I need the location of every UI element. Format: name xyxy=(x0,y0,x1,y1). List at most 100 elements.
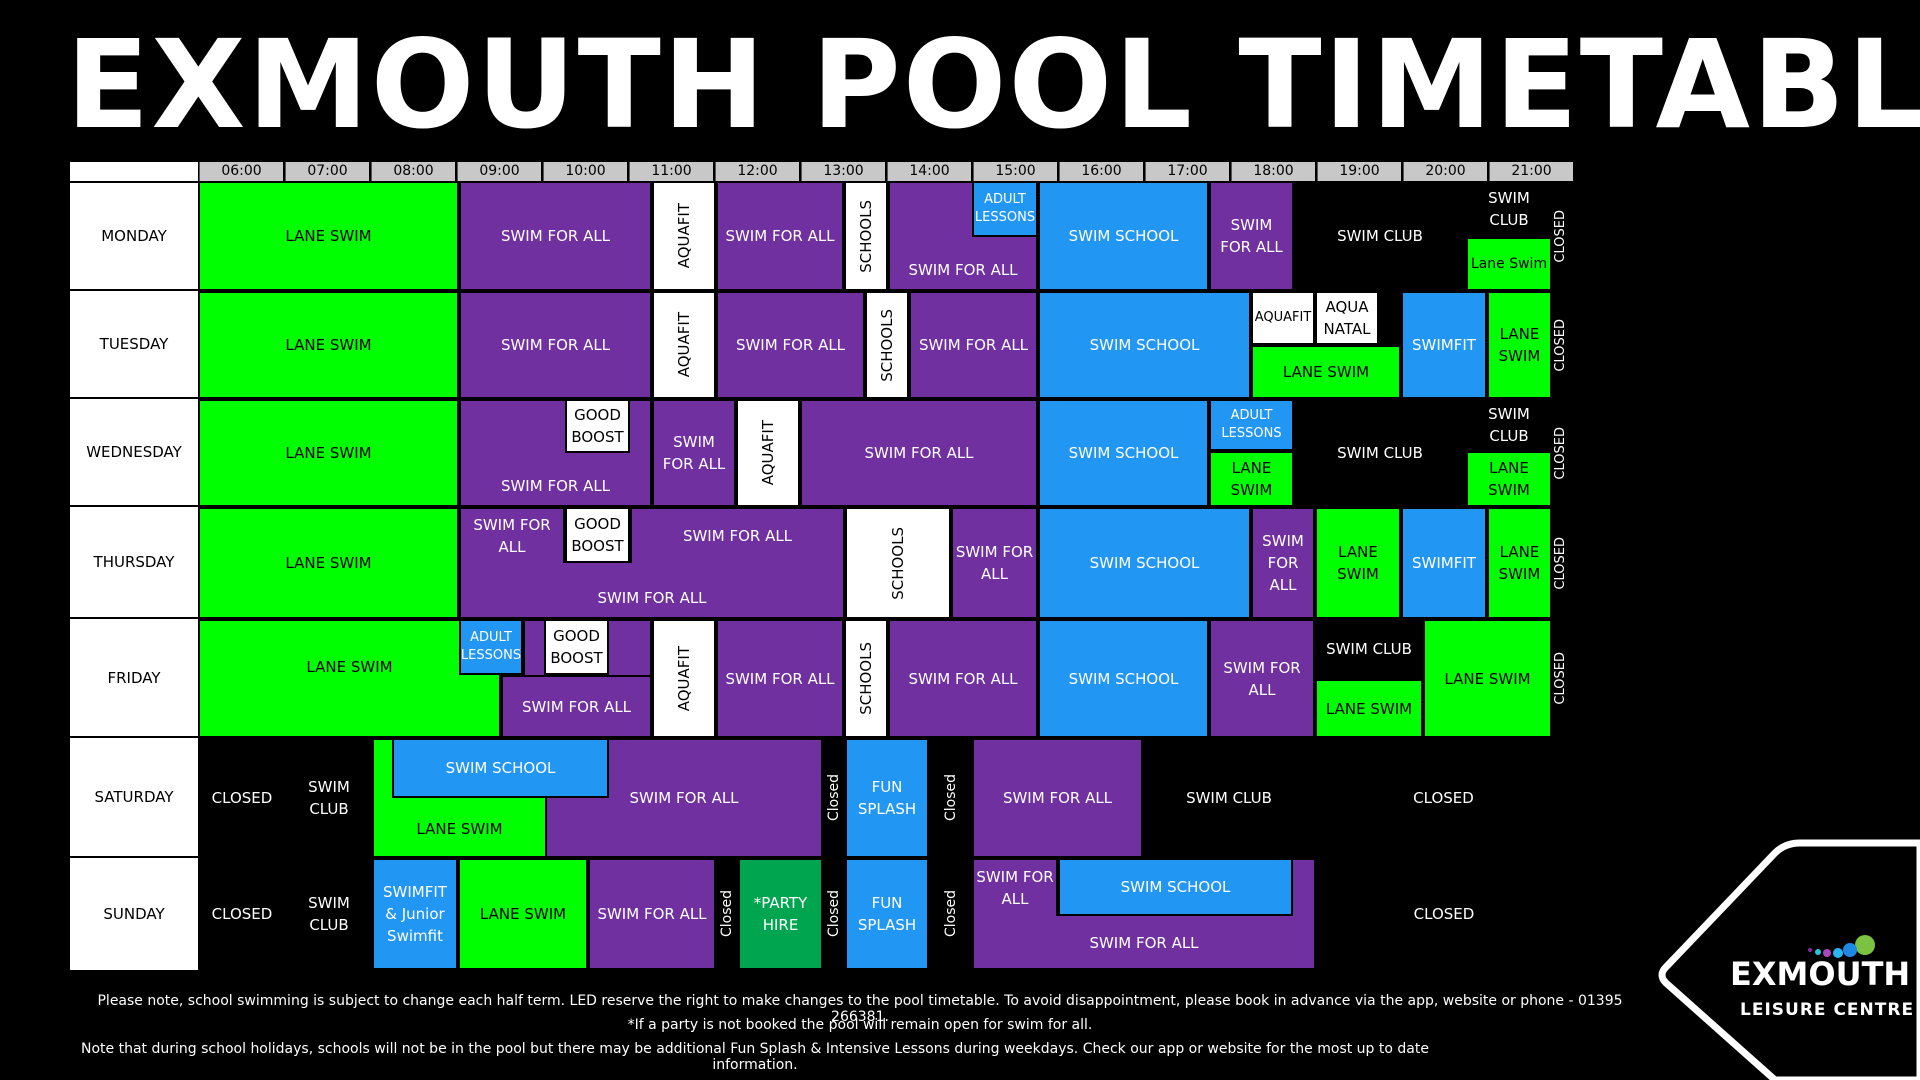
session-lane-swim: LANE SWIM xyxy=(1315,679,1423,738)
day-sunday: SUNDAY xyxy=(70,858,198,970)
time-2100: 21:00 xyxy=(1489,162,1573,181)
session-closed: CLOSED xyxy=(1552,507,1570,619)
header-corner xyxy=(70,162,198,181)
session-closed: CLOSED xyxy=(198,858,286,970)
session-swim-for-all: SWIM FOR ALL xyxy=(888,619,1038,738)
closed-label: CLOSED xyxy=(1553,426,1568,480)
day-tuesday: TUESDAY xyxy=(70,291,198,397)
session-swim-school: SWIM SCHOOL xyxy=(1038,181,1209,291)
time-0800: 08:00 xyxy=(371,162,455,181)
day-friday: FRIDAY xyxy=(70,619,198,736)
session-lane-swim: LANE SWIM xyxy=(198,181,459,291)
note-line-2: *If a party is not booked the pool will … xyxy=(627,1017,1093,1033)
time-1800: 18:00 xyxy=(1231,162,1315,181)
session-closed: Closed xyxy=(823,738,845,858)
session-swim-club: SWIM CLUB xyxy=(1294,399,1466,507)
logo-text-leisure-centre: LEISURE CENTRE xyxy=(1740,1000,1915,1020)
session-schools: SCHOOLS xyxy=(844,619,888,738)
time-2000: 20:00 xyxy=(1403,162,1487,181)
session-adult-lessons: ADULT LESSONS xyxy=(459,619,523,675)
session-lane-swim: Lane Swim xyxy=(1466,237,1552,291)
session-closed: Closed xyxy=(929,858,972,970)
session-schools: SCHOOLS xyxy=(844,181,888,291)
session-swim-club: SWIM CLUB xyxy=(1294,181,1466,291)
session-closed: CLOSED xyxy=(1552,291,1570,399)
time-1200: 12:00 xyxy=(715,162,799,181)
session-lane-swim: LANE SWIM xyxy=(1423,619,1552,738)
session-swim-school: SWIM SCHOOL xyxy=(1038,619,1209,738)
closed-label: CLOSED xyxy=(1553,652,1568,705)
session-closed: Closed xyxy=(823,858,845,970)
session-closed: CLOSED xyxy=(1316,858,1572,970)
time-1500: 15:00 xyxy=(973,162,1057,181)
session-swim-for-all: SWIM FOR ALL xyxy=(1209,619,1315,738)
session-swim-for-all: SWIM FOR ALL xyxy=(716,619,844,738)
time-1100: 11:00 xyxy=(629,162,713,181)
session-lane-swim: LANE SWIM xyxy=(1466,451,1552,507)
aquafit-label: AQUAFIT xyxy=(759,420,777,486)
session-closed: Closed xyxy=(929,738,972,858)
closed-label: Closed xyxy=(826,774,842,822)
time-1700: 17:00 xyxy=(1145,162,1229,181)
session-closed: CLOSED xyxy=(1552,181,1570,291)
closed-label: Closed xyxy=(942,890,959,938)
closed-label: Closed xyxy=(942,774,959,822)
session-swimfit-junior: SWIMFIT & Junior Swimfit xyxy=(372,858,458,970)
session-swim-for-all: SWIM FOR ALL xyxy=(1209,181,1294,291)
session-swim-club: SWIM CLUB xyxy=(1315,619,1423,679)
session-lane-swim: LANE SWIM xyxy=(1487,507,1552,619)
logo-text-exmouth: EXMOUTH xyxy=(1730,955,1911,993)
session-swim-for-all: SWIM FOR ALL xyxy=(459,291,652,399)
session-swim-for-all: SWIM FOR ALL xyxy=(459,507,565,563)
session-aquafit: AQUAFIT xyxy=(652,619,716,738)
session-schools: SCHOOLS xyxy=(845,507,951,619)
session-closed: CLOSED xyxy=(1552,399,1570,507)
day-saturday: SATURDAY xyxy=(70,738,198,856)
page-title: EXMOUTH POOL TIMETABLE xyxy=(66,14,1920,156)
session-swim-school: SWIM SCHOOL xyxy=(392,738,609,798)
aquafit-label: AQUAFIT xyxy=(675,312,693,378)
session-swimfit: SWIMFIT xyxy=(1401,291,1487,399)
aquafit-label: AQUAFIT xyxy=(675,203,693,269)
session-swim-club: SWIM CLUB xyxy=(286,858,372,970)
session-swim-for-all: SWIM FOR ALL xyxy=(800,399,1038,507)
time-1000: 10:00 xyxy=(543,162,627,181)
day-monday: MONDAY xyxy=(70,183,198,289)
closed-label: CLOSED xyxy=(1553,318,1568,372)
session-swim-for-all: SWIM FOR ALL xyxy=(951,507,1038,619)
time-1600: 16:00 xyxy=(1059,162,1143,181)
session-closed: CLOSED xyxy=(1552,619,1570,738)
session-aqua-natal: AQUA NATAL xyxy=(1315,291,1379,345)
session-swim-club: SWIM CLUB xyxy=(286,738,372,858)
session-lane-swim: LANE SWIM xyxy=(198,399,459,507)
session-swim-club: SWIM CLUB xyxy=(1466,399,1552,451)
session-swim-for-all: SWIM FOR ALL xyxy=(909,291,1038,399)
session-aquafit: AQUAFIT xyxy=(736,399,800,507)
session-swim-club: SWIM CLUB xyxy=(1143,738,1315,858)
session-good-boost: GOOD BOOST xyxy=(565,507,630,563)
session-lane-swim: LANE SWIM xyxy=(1251,345,1401,399)
session-swim-school: SWIM SCHOOL xyxy=(1058,858,1293,916)
session-schools: SCHOOLS xyxy=(865,291,909,399)
session-lane-swim: LANE SWIM xyxy=(1487,291,1552,399)
schools-label: SCHOOLS xyxy=(889,526,907,600)
closed-label: CLOSED xyxy=(1553,209,1568,263)
session-swim-for-all: SWIM FOR ALL xyxy=(459,181,652,291)
time-1900: 19:00 xyxy=(1317,162,1401,181)
closed-label: Closed xyxy=(719,890,735,938)
session-swim-for-all: SWIM FOR ALL xyxy=(716,291,865,399)
session-adult-lessons: ADULT LESSONS xyxy=(972,181,1038,237)
schools-label: SCHOOLS xyxy=(878,308,896,382)
note-line-1: Please note, school swimming is subject … xyxy=(97,993,1623,1025)
schools-label: SCHOOLS xyxy=(857,642,875,715)
note-line-3: Note that during school holidays, school… xyxy=(81,1041,1429,1073)
session-swim-for-all: SWIM FOR ALL xyxy=(716,181,844,291)
session-swim-for-all: SWIM FOR ALL xyxy=(501,675,652,738)
session-swimfit: SWIMFIT xyxy=(1401,507,1487,619)
schools-label: SCHOOLS xyxy=(857,199,875,273)
session-fun-splash: FUN SPLASH xyxy=(845,858,929,970)
session-swim-for-all: SWIM FOR ALL xyxy=(652,399,736,507)
session-good-boost: GOOD BOOST xyxy=(565,399,630,453)
session-swim-for-all: SWIM FOR ALL xyxy=(630,507,845,563)
closed-label: CLOSED xyxy=(1553,536,1568,590)
